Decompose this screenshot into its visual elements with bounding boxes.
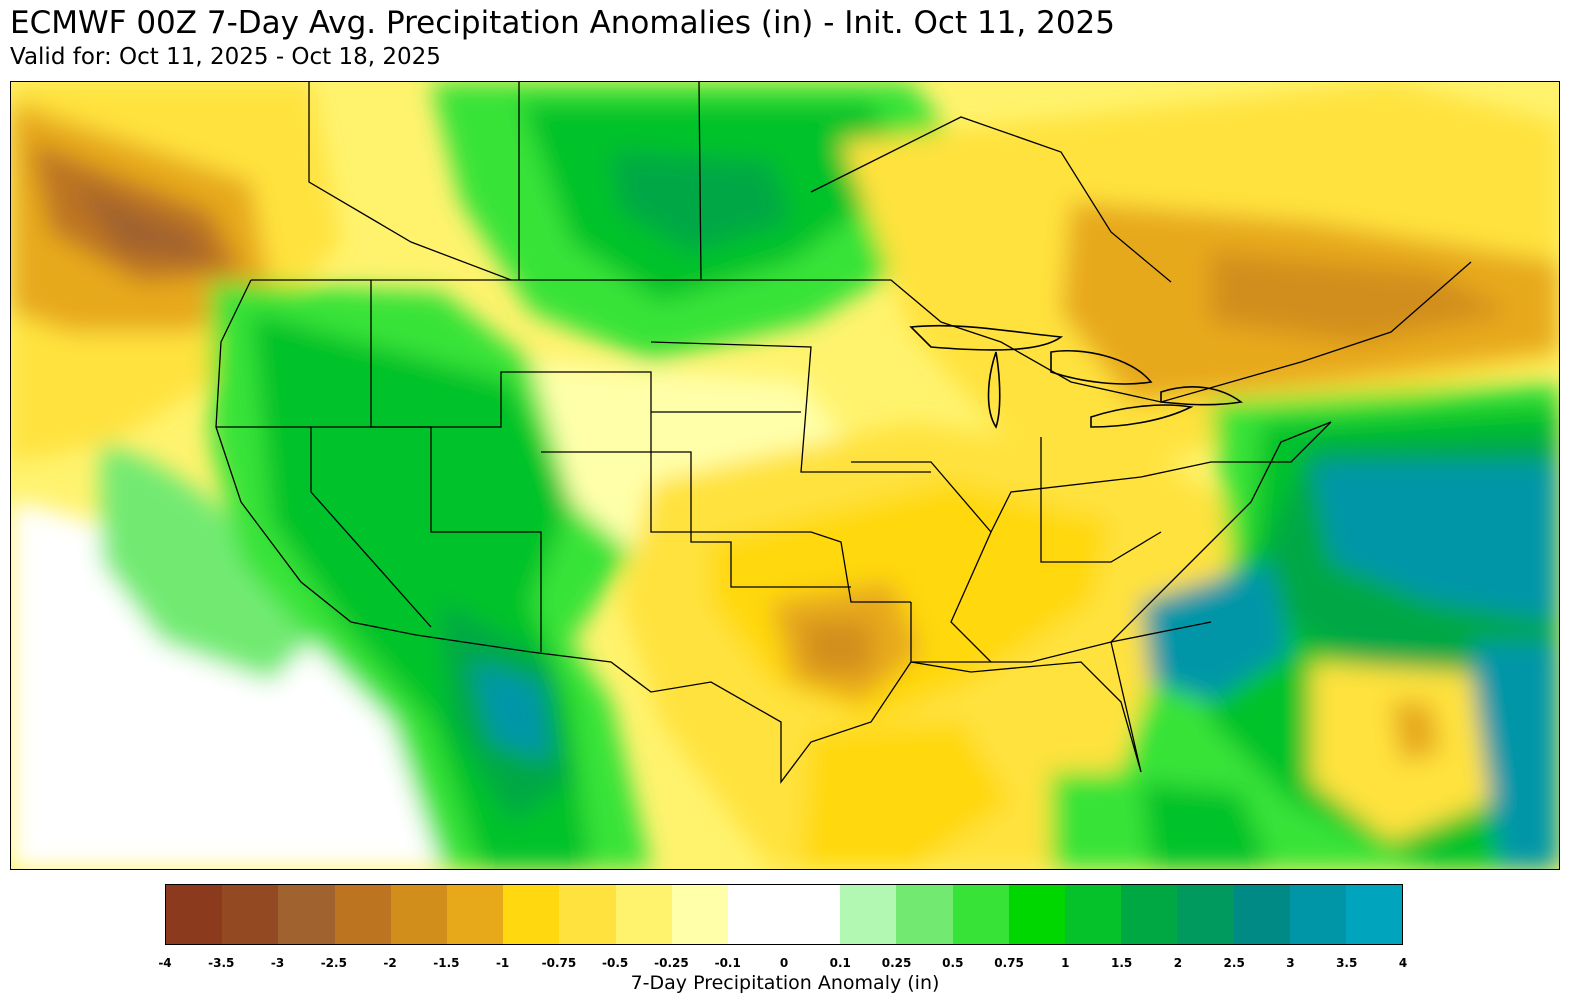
colorbar-tick-label: 0.25 [881, 956, 912, 970]
map-svg [11, 82, 1559, 869]
colorbar-tick-label: -0.5 [602, 956, 629, 970]
colorbar-swatch [1345, 885, 1403, 944]
colorbar-swatch [559, 885, 616, 944]
colorbar-tick-label: -2.5 [320, 956, 347, 970]
colorbar-label: 7-Day Precipitation Anomaly (in) [630, 972, 940, 994]
colorbar-swatch [503, 885, 560, 944]
colorbar-tick-label: 3 [1286, 956, 1295, 970]
colorbar-swatch [1233, 885, 1290, 944]
boundaries [215, 82, 1472, 784]
colorbar-tick-label: -0.25 [654, 956, 689, 970]
colorbar-swatch [840, 885, 897, 944]
colorbar-swatch [1177, 885, 1234, 944]
colorbar-tick-label: 2.5 [1223, 956, 1245, 970]
colorbar-swatch [1121, 885, 1178, 944]
colorbar-tick-label: 0.75 [994, 956, 1024, 970]
colorbar-tick-label: -1 [495, 956, 510, 970]
colorbar-swatch [1065, 885, 1122, 944]
colorbar-swatch [1008, 885, 1065, 944]
colorbar-swatch [446, 885, 504, 944]
colorbar-tick-label: -0.75 [541, 956, 577, 970]
chart-subtitle: Valid for: Oct 11, 2025 - Oct 18, 2025 [10, 44, 441, 70]
colorbar-tick-label: 4 [1398, 956, 1408, 970]
colorbar-swatch [390, 885, 447, 944]
colorbar-swatch [278, 885, 335, 944]
colorbar-tick-label: -2 [383, 956, 397, 970]
colorbar-tick-label: -0.1 [714, 956, 741, 970]
colorbar-swatch [784, 885, 841, 944]
colorbar-tick-label: 2 [1173, 956, 1183, 970]
precipitation-anomaly-map [10, 81, 1560, 870]
colorbar-tick-label: 0 [779, 956, 789, 970]
colorbar-swatch [727, 885, 785, 944]
colorbar-tick-label: 3.5 [1336, 956, 1358, 970]
colorbar-swatch [615, 885, 672, 944]
chart-title: ECMWF 00Z 7-Day Avg. Precipitation Anoma… [10, 5, 1115, 41]
great-lakes [909, 324, 1243, 429]
colorbar-tick-label: 0.1 [829, 956, 851, 970]
colorbar-swatch [671, 885, 728, 944]
colorbar-tick-label: 0.5 [942, 956, 964, 970]
colorbar [165, 884, 1403, 945]
anomaly-fields [11, 82, 1559, 869]
colorbar-swatch [222, 885, 279, 944]
colorbar-tick-label: -3.5 [208, 956, 235, 970]
colorbar-tick-label: -4 [158, 956, 172, 970]
colorbar-swatch [1289, 885, 1346, 944]
colorbar-tick-label: 1.5 [1110, 956, 1133, 970]
colorbar-swatch [334, 885, 391, 944]
colorbar-tick-label: -1.5 [433, 956, 460, 970]
colorbar-swatch [896, 885, 953, 944]
colorbar-swatch [952, 885, 1009, 944]
colorbar-tick-label: -3 [270, 956, 285, 970]
colorbar-tick-label: 1 [1061, 956, 1070, 970]
colorbar-swatch [166, 885, 223, 944]
